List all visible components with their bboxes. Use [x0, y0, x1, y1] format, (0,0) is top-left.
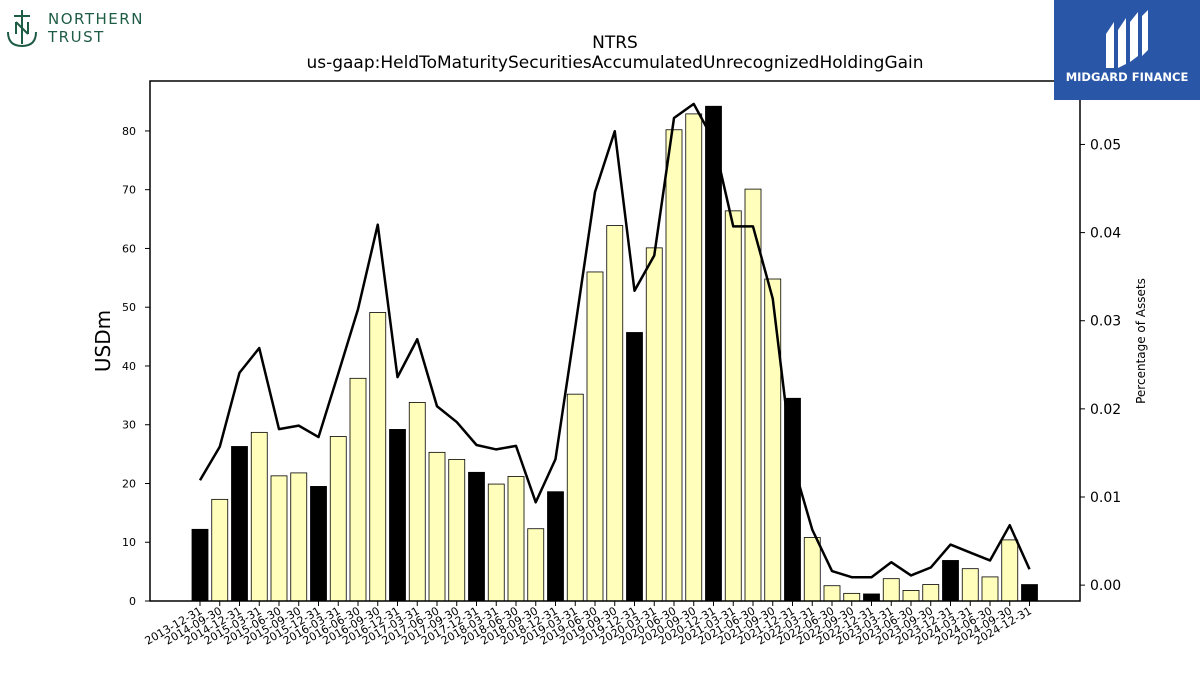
bar-2021-12-31 — [784, 397, 801, 602]
y-tick-label: 0 — [129, 595, 136, 608]
midgard-emblem-icon: MIDGARD FINANCE — [1066, 10, 1189, 84]
y2-tick-label: 0.04 — [1090, 226, 1121, 242]
bar-2017-03-31 — [408, 402, 426, 602]
bar-2016-09-30 — [369, 312, 387, 602]
y2-axis-label: Percentage of Assets — [1134, 278, 1148, 404]
bar-2023-09-30 — [922, 584, 940, 602]
bar-2016-12-31 — [389, 429, 406, 602]
bar-2018-06-30 — [507, 476, 525, 602]
bar-2020-12-31 — [705, 105, 722, 602]
brand-line2: TRUST — [47, 28, 105, 46]
anchor-icon: NORTHERN TRUST — [7, 10, 144, 48]
bar-2018-12-31 — [547, 491, 564, 602]
bar-2016-03-31 — [329, 436, 347, 602]
bar-2018-09-30 — [527, 528, 545, 602]
series-line-percentage-of-assets — [198, 102, 1031, 579]
bar-2015-03-31 — [250, 431, 268, 602]
bar-2013-12-31 — [191, 528, 209, 602]
y-tick-label: 60 — [122, 242, 136, 255]
y-tick-label: 40 — [122, 360, 136, 373]
bar-2024-03-31 — [961, 568, 979, 602]
bar-2021-03-31 — [724, 210, 742, 602]
bar-2022-03-31 — [803, 537, 821, 602]
bar-2022-09-30 — [843, 592, 861, 602]
bar-2016-06-30 — [349, 377, 367, 602]
chart-subtitle: us-gaap:HeldToMaturitySecuritiesAccumula… — [306, 53, 923, 73]
y2-tick-label: 0.01 — [1090, 490, 1121, 506]
bar-2019-12-31 — [626, 332, 643, 602]
bar-2023-06-30 — [902, 590, 920, 602]
bar-2019-03-31 — [566, 393, 584, 602]
bar-2023-12-31 — [942, 560, 959, 602]
y-tick-label: 30 — [122, 419, 136, 432]
y2-tick-label: 0.02 — [1090, 402, 1121, 418]
brand-right-name: MIDGARD FINANCE — [1066, 70, 1189, 84]
bar-2024-06-30 — [981, 576, 999, 602]
chart-title: NTRS — [592, 33, 638, 53]
y-tick-label: 50 — [122, 301, 136, 314]
bar-2014-12-31 — [231, 446, 248, 602]
bar-2024-09-30 — [1001, 539, 1019, 602]
bar-2015-12-31 — [310, 486, 327, 602]
midgard-finance-logo: MIDGARD FINANCE — [1054, 0, 1200, 100]
bar-2019-09-30 — [606, 225, 624, 602]
bar-2023-03-31 — [882, 578, 900, 602]
bar-2014-09-30 — [211, 498, 229, 602]
brand-line1: NORTHERN — [48, 10, 144, 28]
bar-2022-12-31 — [863, 593, 880, 602]
y-tick-label: 70 — [122, 184, 136, 197]
y-tick-label: 20 — [122, 477, 136, 490]
northern-trust-logo: NORTHERN TRUST — [4, 4, 164, 52]
y-tick-label: 10 — [122, 536, 136, 549]
bar-2017-09-30 — [448, 458, 466, 602]
bar-2015-06-30 — [270, 475, 288, 602]
bar-2021-09-30 — [764, 278, 782, 602]
bar-2024-12-31 — [1021, 584, 1038, 602]
bar-2020-09-30 — [685, 113, 703, 602]
bar-2020-06-30 — [665, 129, 683, 602]
y-axis-label: USDm — [91, 310, 115, 372]
y2-tick-label: 0.03 — [1090, 314, 1121, 330]
bar-2018-03-31 — [487, 483, 505, 602]
bar-2022-06-30 — [823, 585, 841, 602]
bar-2020-03-31 — [645, 247, 663, 602]
bar-2015-09-30 — [290, 472, 308, 602]
bar-2017-12-31 — [468, 471, 485, 602]
y2-tick-label: 0.00 — [1090, 578, 1121, 594]
bar-2019-06-30 — [586, 271, 604, 602]
y-tick-label: 80 — [122, 125, 136, 138]
y2-tick-label: 0.05 — [1090, 137, 1121, 153]
bar-2017-06-30 — [428, 451, 446, 602]
